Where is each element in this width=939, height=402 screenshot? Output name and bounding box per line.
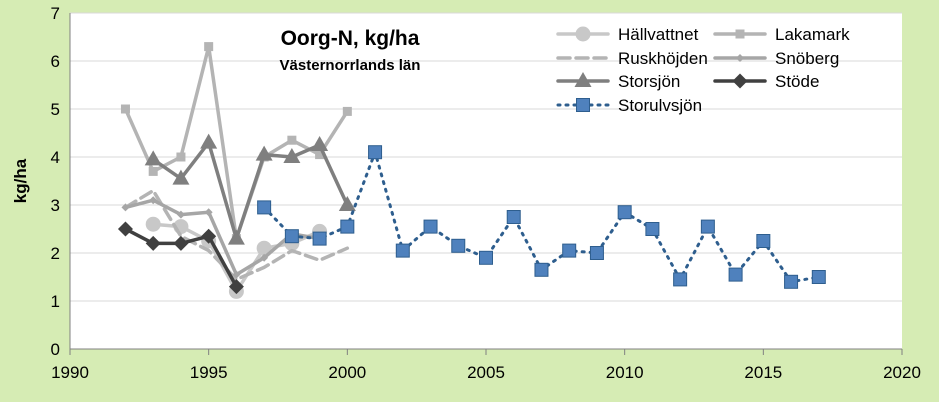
legend-swatch-marker	[735, 29, 745, 39]
x-tick-label: 2010	[606, 363, 644, 382]
data-point-lakamark	[342, 106, 352, 116]
data-point-storsjon	[227, 229, 245, 245]
x-tick-label: 2020	[883, 363, 921, 382]
axes: 0 1 2 3 4 5 6 7 1990 1995 2000 2005 2010 2015 2020	[51, 4, 921, 382]
series-group	[117, 42, 826, 299]
data-point-snoberg	[176, 210, 185, 219]
y-tick-label: 6	[51, 52, 60, 71]
legend-swatch-marker	[736, 54, 744, 62]
data-point-storsjon	[311, 136, 329, 151]
legend-label: Snöberg	[775, 49, 839, 68]
data-point-hallvattnet	[145, 216, 161, 232]
data-point-storulvsjon	[756, 234, 771, 248]
x-tick-label: 2015	[744, 363, 782, 382]
data-point-storulvsjon	[645, 222, 660, 236]
data-point-storsjon	[338, 196, 356, 211]
data-point-storulvsjon	[479, 250, 493, 265]
data-point-lakamark	[287, 135, 297, 145]
data-point-stode	[117, 221, 133, 237]
legend-item-hallvattnet: Hällvattnet	[556, 25, 699, 44]
data-point-storulvsjon	[728, 267, 743, 282]
y-tick-label: 7	[51, 4, 60, 23]
legend-item-ruskhojden: Ruskhöjden	[556, 49, 708, 68]
data-point-snoberg	[260, 253, 269, 262]
legend-item-stode: Stöde	[713, 72, 819, 91]
legend: Hällvattnet Lakamark Ruskhöjden Snöberg Stor…	[556, 25, 850, 115]
data-point-storulvsjon	[506, 210, 521, 224]
y-tick-label: 3	[51, 196, 60, 215]
y-tick-label: 4	[51, 148, 60, 167]
y-tick-label: 1	[51, 292, 60, 311]
data-point-storulvsjon	[257, 200, 272, 215]
data-point-stode	[173, 235, 189, 251]
y-tick-label: 0	[51, 340, 60, 359]
data-point-storulvsjon	[562, 243, 577, 258]
data-point-storulvsjon	[395, 243, 410, 258]
series-storulvsjon	[257, 145, 826, 289]
data-point-hallvattnet	[256, 240, 272, 256]
legend-swatch-marker	[575, 26, 591, 42]
legend-swatch-marker	[732, 73, 748, 89]
chart-title: Oorg-N, kg/ha	[281, 27, 420, 50]
data-point-lakamark	[120, 104, 130, 114]
x-tick-label: 2000	[328, 363, 366, 382]
series-storsjon	[144, 133, 356, 245]
legend-label: Storsjön	[618, 72, 680, 91]
data-point-stode	[228, 279, 244, 295]
data-point-storsjon	[255, 145, 273, 161]
data-point-snoberg	[149, 196, 158, 205]
x-tick-label: 1995	[190, 363, 228, 382]
legend-item-lakamark: Lakamark	[713, 25, 850, 44]
data-point-snoberg	[204, 208, 213, 217]
data-point-storulvsjon	[340, 219, 355, 234]
data-point-snoberg	[232, 270, 241, 279]
data-point-storulvsjon	[811, 270, 826, 284]
legend-label: Storulvsjön	[618, 96, 702, 115]
legend-item-storulvsjon: Storulvsjön	[556, 96, 702, 115]
x-tick-label: 2005	[467, 363, 505, 382]
y-tick-label: 5	[51, 100, 60, 119]
data-point-storsjon	[172, 169, 190, 185]
legend-label: Hällvattnet	[618, 25, 699, 44]
data-point-storulvsjon	[673, 272, 688, 287]
data-point-storulvsjon	[368, 145, 383, 160]
legend-label: Ruskhöjden	[618, 49, 708, 68]
data-point-stode	[201, 228, 217, 244]
legend-swatch-marker	[574, 72, 592, 87]
chart-subtitle: Västernorrlands län	[280, 57, 421, 74]
data-point-storulvsjon	[589, 246, 604, 260]
data-point-lakamark	[315, 150, 325, 160]
data-point-storulvsjon	[284, 229, 299, 244]
legend-swatch-marker	[576, 98, 590, 112]
legend-label: Lakamark	[775, 25, 850, 44]
data-point-stode	[145, 235, 161, 251]
y-axis-label: kg/ha	[11, 158, 30, 203]
data-point-snoberg	[121, 203, 130, 212]
plot-area	[70, 13, 902, 349]
x-tick-label: 1990	[51, 363, 89, 382]
data-point-storulvsjon	[784, 274, 799, 289]
data-point-lakamark	[148, 166, 158, 176]
data-point-lakamark	[204, 42, 214, 52]
data-point-lakamark	[176, 152, 186, 162]
data-point-storulvsjon	[423, 219, 438, 234]
legend-label: Stöde	[775, 72, 819, 91]
data-point-storulvsjon	[617, 205, 632, 220]
data-point-storulvsjon	[312, 231, 327, 246]
legend-item-snoberg: Snöberg	[713, 49, 839, 68]
data-point-storsjon	[144, 150, 162, 166]
data-point-storsjon	[283, 148, 301, 163]
data-point-storulvsjon	[534, 262, 549, 277]
series-stode	[117, 221, 244, 295]
data-point-storsjon	[200, 133, 218, 149]
legend-item-storsjon: Storsjön	[556, 72, 680, 91]
data-point-storulvsjon	[451, 238, 466, 253]
data-point-storulvsjon	[700, 219, 715, 234]
y-tick-label: 2	[51, 244, 60, 263]
